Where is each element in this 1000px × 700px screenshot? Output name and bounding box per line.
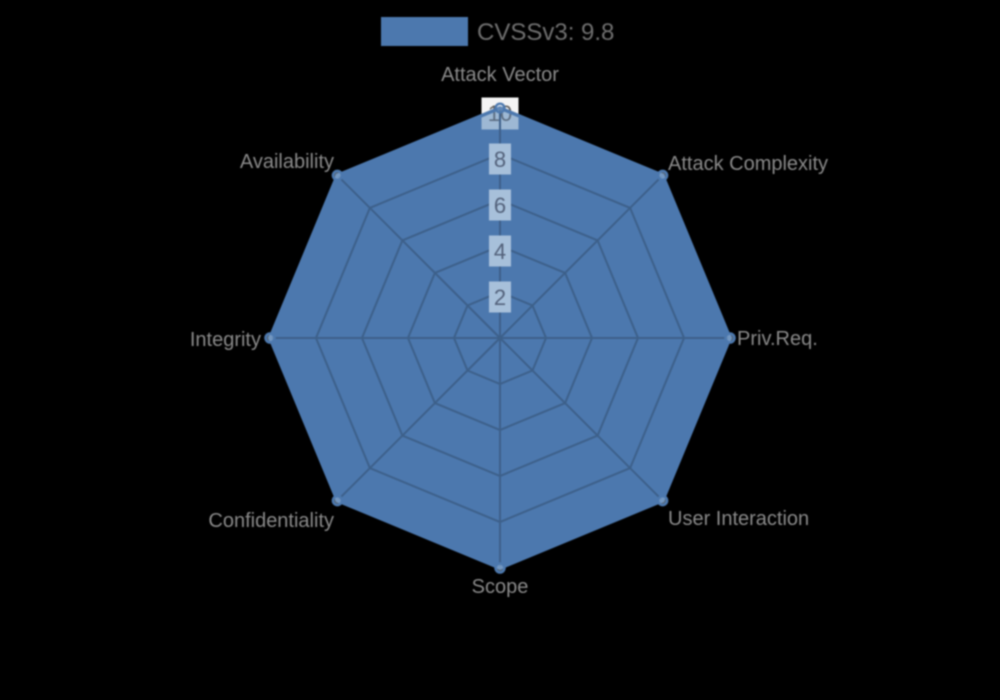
svg-text:CVSSv3: 9.8: CVSSv3: 9.8 [477,19,614,46]
svg-text:2: 2 [494,285,506,310]
svg-text:Priv.Req.: Priv.Req. [737,328,818,350]
svg-text:Integrity: Integrity [190,329,261,351]
svg-text:Confidentiality: Confidentiality [208,510,334,532]
svg-text:Attack Vector: Attack Vector [441,64,559,86]
svg-text:Availability: Availability [240,151,334,173]
svg-text:8: 8 [494,147,506,172]
svg-text:Attack Complexity: Attack Complexity [668,153,828,175]
svg-text:Scope: Scope [472,576,529,598]
svg-text:6: 6 [494,193,506,218]
svg-text:User Interaction: User Interaction [668,508,809,530]
svg-text:4: 4 [494,239,506,264]
